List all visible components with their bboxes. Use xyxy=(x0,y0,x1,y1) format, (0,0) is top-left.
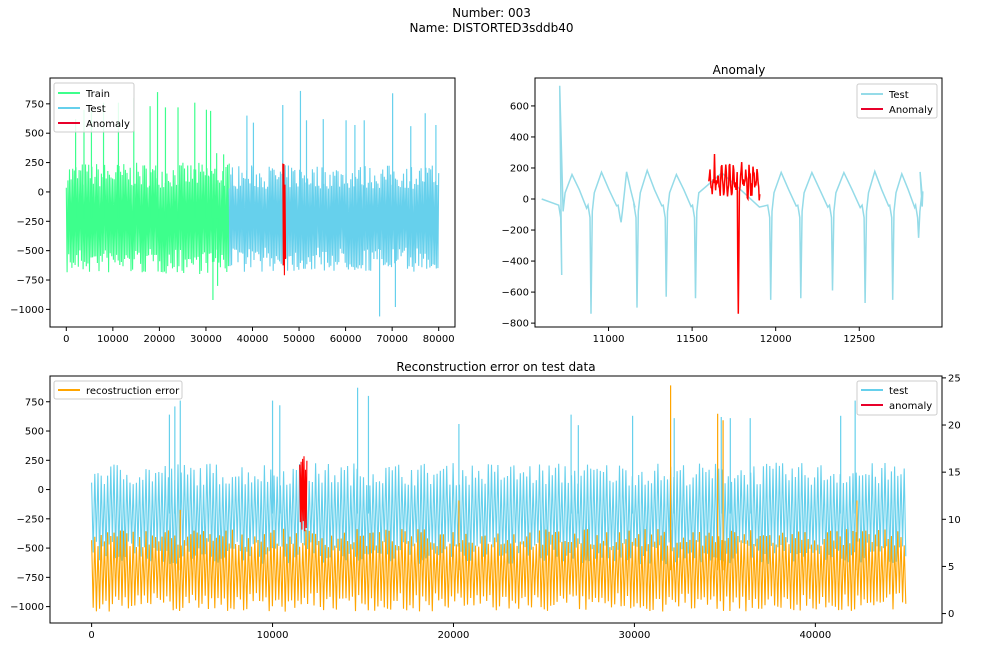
legend-rec-anomaly-label: anomaly xyxy=(889,401,932,412)
zoom-ytick-label: −600 xyxy=(502,288,529,299)
reconstruction-ytick-label: 250 xyxy=(25,456,44,467)
overview-xtick-label: 20000 xyxy=(143,334,175,345)
reconstruction-y2tick-label: 0 xyxy=(948,609,954,620)
overview-ticks: 0 10000 20000 30000 40000 50000 60000 70000 8000… xyxy=(10,99,454,345)
zoom-xtick-label: 12000 xyxy=(760,334,792,345)
reconstruction-y2tick-label: 15 xyxy=(948,468,961,479)
anomaly-zoom-ticks: 11000 11500 12000 12500 −800 −600 −400 −200 0 200… xyxy=(502,101,876,345)
rec-error-series xyxy=(91,528,907,612)
zoom-ytick-label: −800 xyxy=(502,319,529,330)
zoom-ytick-label: −200 xyxy=(502,226,529,237)
rec-test-series xyxy=(91,462,907,565)
anomaly-zoom-legend: Test Anomaly xyxy=(856,83,938,119)
overview-xtick-label: 60000 xyxy=(330,334,362,345)
overview-xtick-label: 10000 xyxy=(97,334,129,345)
overview-ytick-label: −750 xyxy=(17,276,44,287)
reconstruction-y2tick-label: 5 xyxy=(948,562,954,573)
reconstruction-xtick-label: 20000 xyxy=(438,630,470,641)
zoom-ytick-label: −400 xyxy=(502,257,529,268)
legend-test-label: Test xyxy=(85,104,106,115)
legend-rec-test-label: test xyxy=(889,386,908,397)
reconstruction-ytick-label: −250 xyxy=(17,514,44,525)
reconstruction-ytick-label: −500 xyxy=(17,544,44,555)
overview-ytick-label: −250 xyxy=(17,217,44,228)
reconstruction-chart: Reconstruction error on test data 0 10000… xyxy=(10,360,961,641)
zoom-anomaly-series xyxy=(708,153,761,314)
reconstruction-y2tick-label: 10 xyxy=(948,515,961,526)
overview-legend: Train Test Anomaly xyxy=(53,82,135,133)
reconstruction-legend-left: recostruction error xyxy=(53,380,183,400)
overview-ytick-label: 0 xyxy=(38,187,44,198)
overview-xtick-label: 80000 xyxy=(423,334,455,345)
overview-ytick-label: 250 xyxy=(25,158,44,169)
overview-ytick-label: 750 xyxy=(25,99,44,110)
overview-xtick-label: 0 xyxy=(63,334,69,345)
legend-zoom-anomaly-label: Anomaly xyxy=(889,105,933,116)
reconstruction-ytick-label: −1000 xyxy=(10,602,44,613)
anomaly-zoom-title: Anomaly xyxy=(713,63,766,77)
reconstruction-ytick-label: 750 xyxy=(25,397,44,408)
zoom-test-series xyxy=(541,85,924,314)
legend-zoom-test-label: Test xyxy=(888,90,909,101)
anomaly-zoom-plot-area xyxy=(541,85,924,314)
overview-xtick-label: 40000 xyxy=(237,334,269,345)
reconstruction-y2tick-label: 20 xyxy=(948,421,961,432)
legend-anomaly-label: Anomaly xyxy=(86,119,130,130)
overview-chart: 0 10000 20000 30000 40000 50000 60000 70000 8000… xyxy=(10,77,456,345)
reconstruction-xtick-label: 10000 xyxy=(257,630,289,641)
reconstruction-title: Reconstruction error on test data xyxy=(396,360,595,374)
anomaly-series xyxy=(282,163,287,276)
overview-ytick-label: −1000 xyxy=(10,305,44,316)
test-series xyxy=(228,165,440,272)
rec-anomaly-series xyxy=(299,456,308,532)
zoom-ytick-label: 600 xyxy=(510,101,529,112)
reconstruction-ytick-label: −750 xyxy=(17,573,44,584)
figure-title-line-2: Name: DISTORTED3sddb40 xyxy=(409,21,574,35)
zoom-xtick-label: 11000 xyxy=(593,334,625,345)
overview-plot-area xyxy=(65,90,440,317)
overview-ytick-label: −500 xyxy=(17,246,44,257)
reconstruction-plot-area xyxy=(91,385,907,612)
reconstruction-xtick-label: 30000 xyxy=(619,630,651,641)
anomaly-zoom-chart: Anomaly 11000 11500 12000 12500 −800 −600 −400… xyxy=(502,63,943,345)
zoom-ytick-label: 400 xyxy=(510,132,529,143)
reconstruction-y2tick-label: 25 xyxy=(948,373,961,384)
overview-legend-box xyxy=(53,82,135,133)
reconstruction-ticks: 0 10000 20000 30000 40000 −1000 −750 −500 −250 0 2… xyxy=(10,373,961,641)
reconstruction-legend-right: test anomaly xyxy=(856,380,938,416)
figure-title-line-1: Number: 003 xyxy=(452,6,531,20)
zoom-xtick-label: 11500 xyxy=(676,334,708,345)
legend-train-label: Train xyxy=(85,89,110,100)
reconstruction-axes-frame xyxy=(49,375,943,624)
reconstruction-xtick-label: 0 xyxy=(88,630,94,641)
overview-xtick-label: 30000 xyxy=(190,334,222,345)
reconstruction-ytick-label: 0 xyxy=(38,485,44,496)
legend-error-label: recostruction error xyxy=(86,386,180,397)
reconstruction-ytick-label: 500 xyxy=(25,427,44,438)
error-legend-box xyxy=(53,380,183,400)
anomaly-zoom-axes-frame xyxy=(534,77,943,328)
overview-xtick-label: 70000 xyxy=(376,334,408,345)
zoom-ytick-label: 200 xyxy=(510,163,529,174)
overview-ytick-label: 500 xyxy=(25,129,44,140)
train-series xyxy=(65,162,230,275)
reconstruction-xtick-label: 40000 xyxy=(799,630,831,641)
zoom-ytick-label: 0 xyxy=(523,195,529,206)
overview-xtick-label: 50000 xyxy=(283,334,315,345)
zoom-xtick-label: 12500 xyxy=(843,334,875,345)
